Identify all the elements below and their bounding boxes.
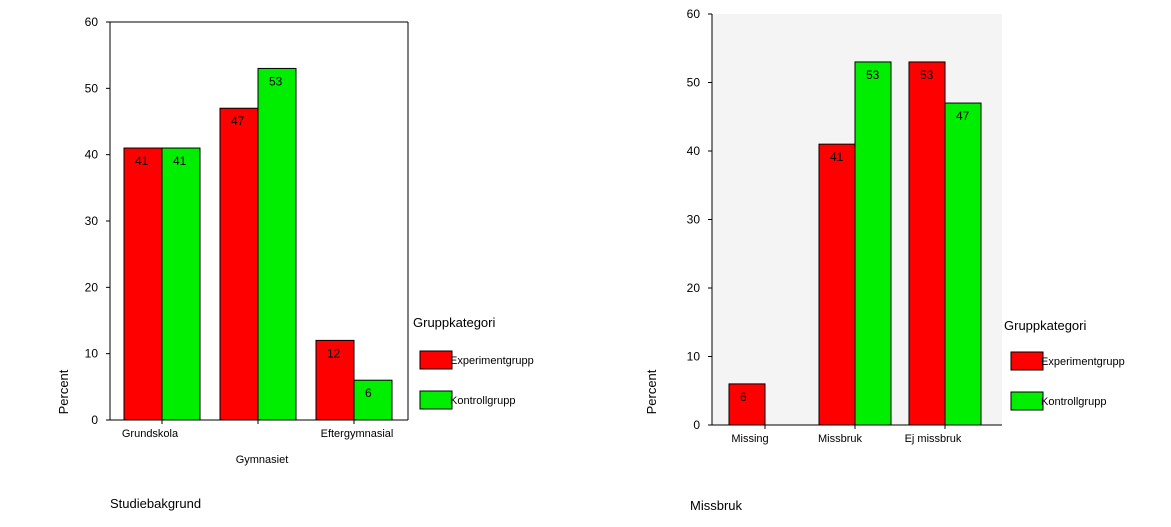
y-tick-label: 60 xyxy=(85,15,99,29)
chart-missbruk: 0 10 20 30 40 50 60 6 Missing 41 53 Missbruk 53 47 Ej … xyxy=(590,0,1171,522)
y-tick-label: 20 xyxy=(85,280,99,294)
y-tick-label: 40 xyxy=(687,144,701,158)
x-tick-label: Gymnasiet xyxy=(236,454,289,466)
data-label: 12 xyxy=(327,346,341,360)
x-tick-label: Grundskola xyxy=(122,428,179,440)
chart-studiebakgrund: 0 10 20 30 40 50 60 41 41 Grundskola 47 53 Gymnasiet… xyxy=(0,0,590,522)
y-tick-label: 0 xyxy=(91,413,98,427)
data-label: 53 xyxy=(269,74,283,88)
bar xyxy=(257,67,297,421)
bar xyxy=(123,147,163,421)
data-label: 53 xyxy=(920,68,934,82)
y-tick-label: 30 xyxy=(85,214,99,228)
legend-title: Gruppkategori xyxy=(413,315,495,330)
bar xyxy=(944,102,982,426)
x-tick-label: Ej missbruk xyxy=(905,433,962,445)
data-label: 41 xyxy=(135,154,149,168)
x-tick-label: Eftergymnasial xyxy=(321,428,394,440)
y-tick-label: 30 xyxy=(687,213,701,227)
data-label: 6 xyxy=(365,386,372,400)
y-tick-label: 10 xyxy=(85,347,99,361)
data-label: 47 xyxy=(956,109,970,123)
y-axis-title: Percent xyxy=(644,369,659,414)
bar xyxy=(854,61,892,426)
data-label: 41 xyxy=(830,150,844,164)
bar xyxy=(219,107,259,421)
y-tick-label: 50 xyxy=(687,76,701,90)
legend-label: Experimentgrupp xyxy=(1041,356,1125,368)
legend-label: Kontrollgrupp xyxy=(450,395,515,407)
x-axis-title: Studiebakgrund xyxy=(110,496,201,511)
x-tick-label: Missbruk xyxy=(818,433,863,445)
y-tick-label: 0 xyxy=(693,418,700,432)
data-label: 41 xyxy=(173,154,187,168)
bar xyxy=(161,147,201,421)
legend-title: Gruppkategori xyxy=(1004,318,1086,333)
legend-label: Experimentgrupp xyxy=(450,355,534,367)
legend-swatch xyxy=(419,390,453,410)
bar xyxy=(728,383,766,426)
legend-swatch xyxy=(1010,391,1044,411)
y-tick-label: 50 xyxy=(85,81,99,95)
y-tick-label: 10 xyxy=(687,350,701,364)
chart-svg: 0 10 20 30 40 50 60 41 41 Grundskola 47 53 Gymnasiet… xyxy=(56,15,534,511)
bar xyxy=(353,379,393,421)
x-tick-label: Missing xyxy=(731,433,768,445)
y-tick-label: 60 xyxy=(687,7,701,21)
data-label: 53 xyxy=(866,68,880,82)
legend-label: Kontrollgrupp xyxy=(1041,396,1106,408)
x-axis-title: Missbruk xyxy=(690,498,743,513)
legend-swatch xyxy=(419,350,453,370)
y-tick-label: 20 xyxy=(687,281,701,295)
y-tick-label: 40 xyxy=(85,148,99,162)
bar xyxy=(818,143,856,426)
legend-swatch xyxy=(1010,351,1044,371)
chart-svg: 0 10 20 30 40 50 60 6 Missing 41 53 Missbruk 53 47 Ej … xyxy=(644,7,1125,513)
y-axis-title: Percent xyxy=(56,369,71,414)
bar xyxy=(908,61,946,426)
data-label: 6 xyxy=(740,390,747,404)
data-label: 47 xyxy=(231,114,245,128)
